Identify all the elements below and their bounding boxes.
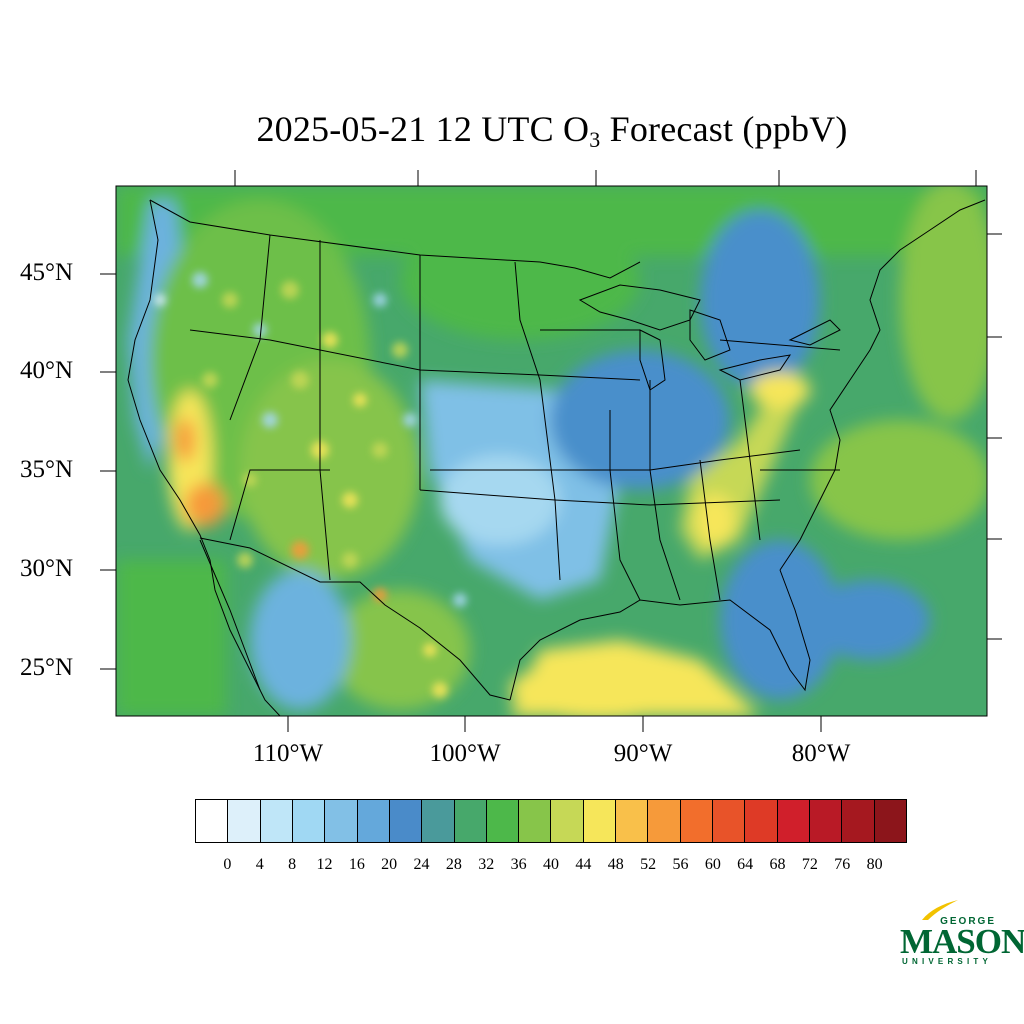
colorbar-tick-label: 12 — [316, 856, 333, 873]
colorbar-cell — [776, 800, 809, 842]
colorbar — [195, 799, 907, 843]
ozone-field — [116, 186, 987, 716]
colorbar-cell — [227, 800, 260, 842]
colorbar-tick-label: 32 — [478, 856, 495, 873]
lat-label-25: 25°N — [20, 654, 74, 681]
colorbar-cell — [518, 800, 551, 842]
colorbar-cell — [324, 800, 357, 842]
colorbar-tick-label: 28 — [445, 856, 462, 873]
lat-label-30: 30°N — [20, 555, 74, 582]
colorbar-cell — [841, 800, 874, 842]
colorbar-cell — [485, 800, 519, 842]
colorbar-tick-label: 68 — [769, 856, 786, 873]
colorbar-tick-label: 4 — [255, 856, 264, 873]
colorbar-tick-label: 36 — [510, 856, 527, 873]
lon-label-90: 90°W — [613, 740, 673, 767]
colorbar-cell — [647, 800, 680, 842]
colorbar-cell — [453, 800, 486, 842]
colorbar-cell — [259, 800, 292, 842]
colorbar-tick-label: 80 — [866, 856, 883, 873]
colorbar-cell — [873, 800, 906, 842]
right-ticks — [987, 233, 1002, 640]
colorbar-tick-label: 76 — [834, 856, 851, 873]
logo-mason: MASON — [900, 922, 1024, 961]
colorbar-cell — [582, 800, 616, 842]
colorbar-tick-label: 72 — [801, 856, 818, 873]
ozone-speckle — [154, 272, 467, 698]
boundaries — [127, 199, 986, 716]
bottom-ticks — [287, 716, 822, 732]
colorbar-tick-label: 24 — [413, 856, 430, 873]
lat-label-35: 35°N — [20, 456, 74, 483]
colorbar-cell — [291, 800, 325, 842]
colorbar-tick-label: 40 — [543, 856, 559, 873]
colorbar-cell — [808, 800, 842, 842]
lat-label-45: 45°N — [20, 259, 74, 286]
colorbar-tick-label: 60 — [704, 856, 721, 873]
logo-university: UNIVERSITY — [902, 957, 993, 966]
logo-george: GEORGE — [940, 916, 996, 927]
map-frame — [115, 185, 988, 717]
colorbar-cell — [712, 800, 745, 842]
colorbar-tick-label: 0 — [223, 856, 232, 873]
colorbar-tick-label: 48 — [607, 856, 624, 873]
top-ticks — [234, 170, 977, 186]
lon-label-100: 100°W — [429, 740, 501, 767]
colorbar-tick-label: 44 — [575, 856, 592, 873]
logo-swoosh-icon — [922, 900, 958, 920]
colorbar-cell — [196, 800, 228, 842]
colorbar-cell — [550, 800, 583, 842]
colorbar-cell — [356, 800, 389, 842]
lon-label-80: 80°W — [791, 740, 851, 767]
colorbar-cell — [421, 800, 454, 842]
colorbar-cell — [744, 800, 777, 842]
colorbar-cell — [388, 800, 422, 842]
colorbar-tick-label: 56 — [672, 856, 689, 873]
colorbar-cell — [615, 800, 648, 842]
lat-label-40: 40°N — [20, 357, 74, 384]
map-title: 2025-05-21 12 UTC O3 Forecast (ppbV) — [256, 109, 848, 152]
left-ticks — [100, 273, 116, 670]
colorbar-tick-label: 64 — [737, 856, 754, 873]
lon-label-110: 110°W — [252, 740, 324, 767]
colorbar-tick-label: 16 — [348, 856, 365, 873]
colorbar-tick-label: 8 — [288, 856, 297, 873]
colorbar-cell — [679, 800, 712, 842]
george-mason-logo: GEORGE MASON UNIVERSITY — [898, 898, 1024, 968]
colorbar-tick-label: 52 — [640, 856, 657, 873]
colorbar-tick-label: 20 — [381, 856, 398, 873]
